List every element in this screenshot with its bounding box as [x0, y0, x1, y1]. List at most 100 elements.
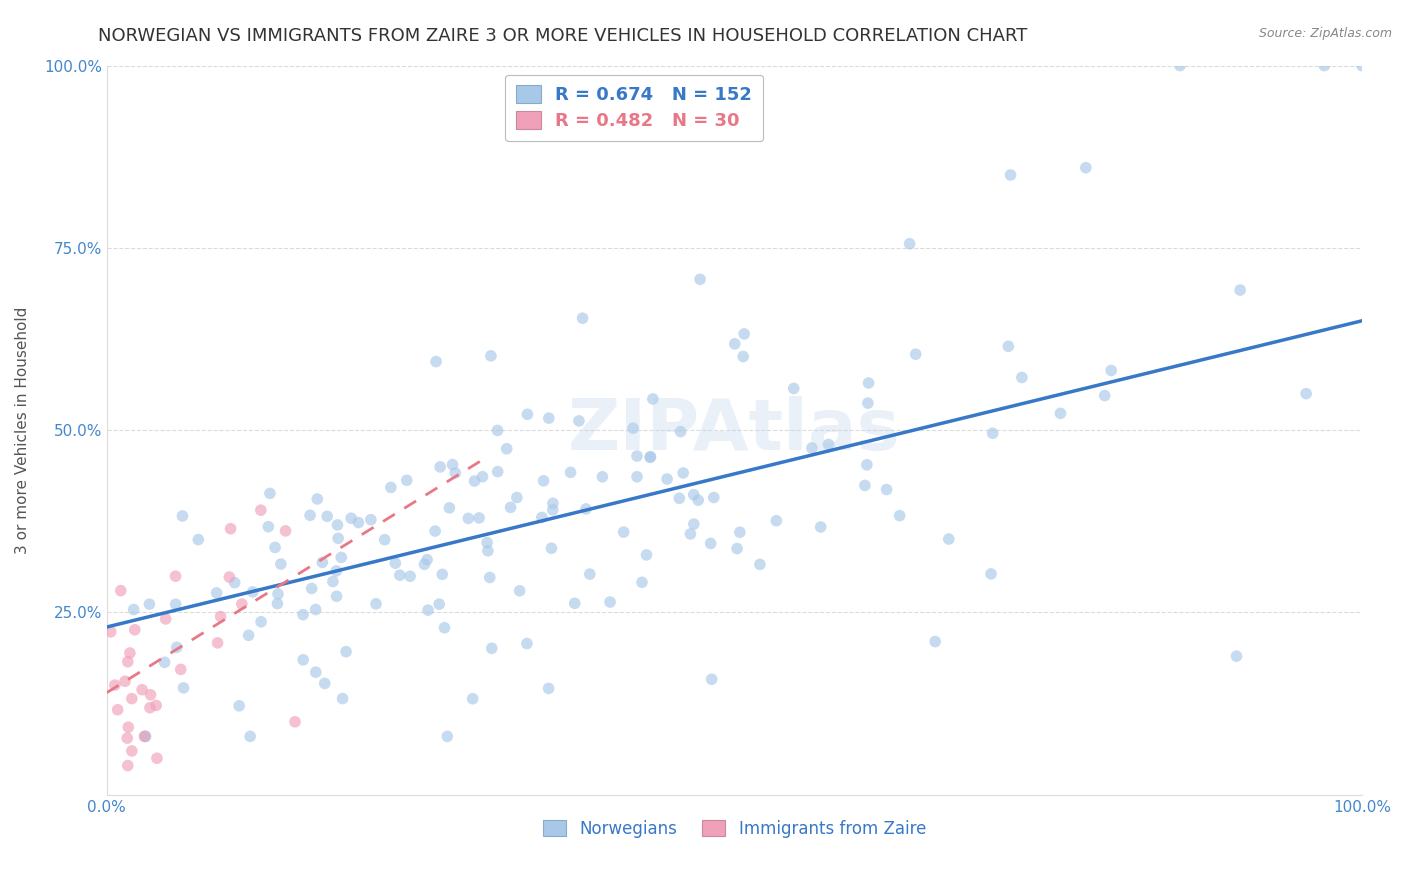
Point	[464, 474, 486, 488]
Point	[266, 597, 288, 611]
Point	[516, 407, 538, 421]
Point	[1229, 283, 1251, 297]
Point	[399, 569, 422, 583]
Point	[153, 655, 176, 669]
Point	[172, 508, 194, 523]
Point	[205, 586, 228, 600]
Point	[509, 583, 531, 598]
Point	[330, 550, 353, 565]
Point	[537, 411, 560, 425]
Point	[114, 674, 136, 689]
Point	[122, 602, 145, 616]
Point	[682, 517, 704, 532]
Point	[1000, 168, 1022, 182]
Point	[688, 493, 710, 508]
Point	[314, 676, 336, 690]
Point	[115, 731, 138, 746]
Point	[541, 496, 564, 510]
Point	[218, 570, 240, 584]
Point	[360, 513, 382, 527]
Point	[477, 543, 499, 558]
Point	[413, 558, 436, 572]
Point	[299, 508, 322, 523]
Point	[332, 691, 354, 706]
Point	[530, 510, 553, 524]
Point	[259, 486, 281, 500]
Point	[506, 491, 529, 505]
Point	[817, 437, 839, 451]
Point	[238, 628, 260, 642]
Point	[134, 730, 156, 744]
Point	[328, 531, 350, 545]
Point	[475, 535, 498, 549]
Point	[626, 469, 648, 483]
Point	[898, 236, 921, 251]
Point	[173, 681, 195, 695]
Point	[250, 615, 273, 629]
Point	[571, 311, 593, 326]
Point	[139, 688, 162, 702]
Point	[433, 621, 456, 635]
Point	[591, 470, 613, 484]
Point	[388, 568, 411, 582]
Point	[231, 597, 253, 611]
Point	[599, 595, 621, 609]
Point	[468, 511, 491, 525]
Point	[856, 396, 879, 410]
Point	[228, 698, 250, 713]
Point	[997, 339, 1019, 353]
Point	[239, 730, 262, 744]
Point	[876, 483, 898, 497]
Point	[267, 587, 290, 601]
Point	[326, 517, 349, 532]
Point	[146, 751, 169, 765]
Point	[578, 567, 600, 582]
Point	[165, 569, 187, 583]
Point	[307, 491, 329, 506]
Point	[166, 640, 188, 655]
Point	[540, 541, 562, 556]
Text: Source: ZipAtlas.com: Source: ZipAtlas.com	[1258, 27, 1392, 40]
Point	[626, 449, 648, 463]
Point	[703, 491, 725, 505]
Point	[110, 583, 132, 598]
Point	[699, 536, 721, 550]
Point	[117, 720, 139, 734]
Point	[499, 500, 522, 515]
Point	[471, 469, 494, 483]
Point	[537, 681, 560, 696]
Point	[274, 524, 297, 538]
Point	[335, 645, 357, 659]
Point	[733, 350, 755, 364]
Point	[107, 703, 129, 717]
Point	[1011, 370, 1033, 384]
Point	[457, 511, 479, 525]
Point	[104, 678, 127, 692]
Point	[305, 665, 328, 680]
Point	[219, 522, 242, 536]
Point	[689, 272, 711, 286]
Point	[380, 480, 402, 494]
Point	[209, 609, 232, 624]
Point	[461, 691, 484, 706]
Text: NORWEGIAN VS IMMIGRANTS FROM ZAIRE 3 OR MORE VEHICLES IN HOUSEHOLD CORRELATION C: NORWEGIAN VS IMMIGRANTS FROM ZAIRE 3 OR …	[98, 27, 1028, 45]
Point	[1313, 59, 1336, 73]
Point	[138, 597, 160, 611]
Point	[889, 508, 911, 523]
Point	[640, 450, 662, 464]
Point	[638, 450, 661, 465]
Point	[1049, 406, 1071, 420]
Point	[904, 347, 927, 361]
Point	[682, 488, 704, 502]
Point	[444, 466, 467, 480]
Point	[486, 465, 509, 479]
Point	[257, 519, 280, 533]
Point	[301, 582, 323, 596]
Point	[347, 516, 370, 530]
Point	[145, 698, 167, 713]
Point	[1295, 386, 1317, 401]
Point	[1074, 161, 1097, 175]
Point	[938, 532, 960, 546]
Point	[575, 502, 598, 516]
Point	[800, 441, 823, 455]
